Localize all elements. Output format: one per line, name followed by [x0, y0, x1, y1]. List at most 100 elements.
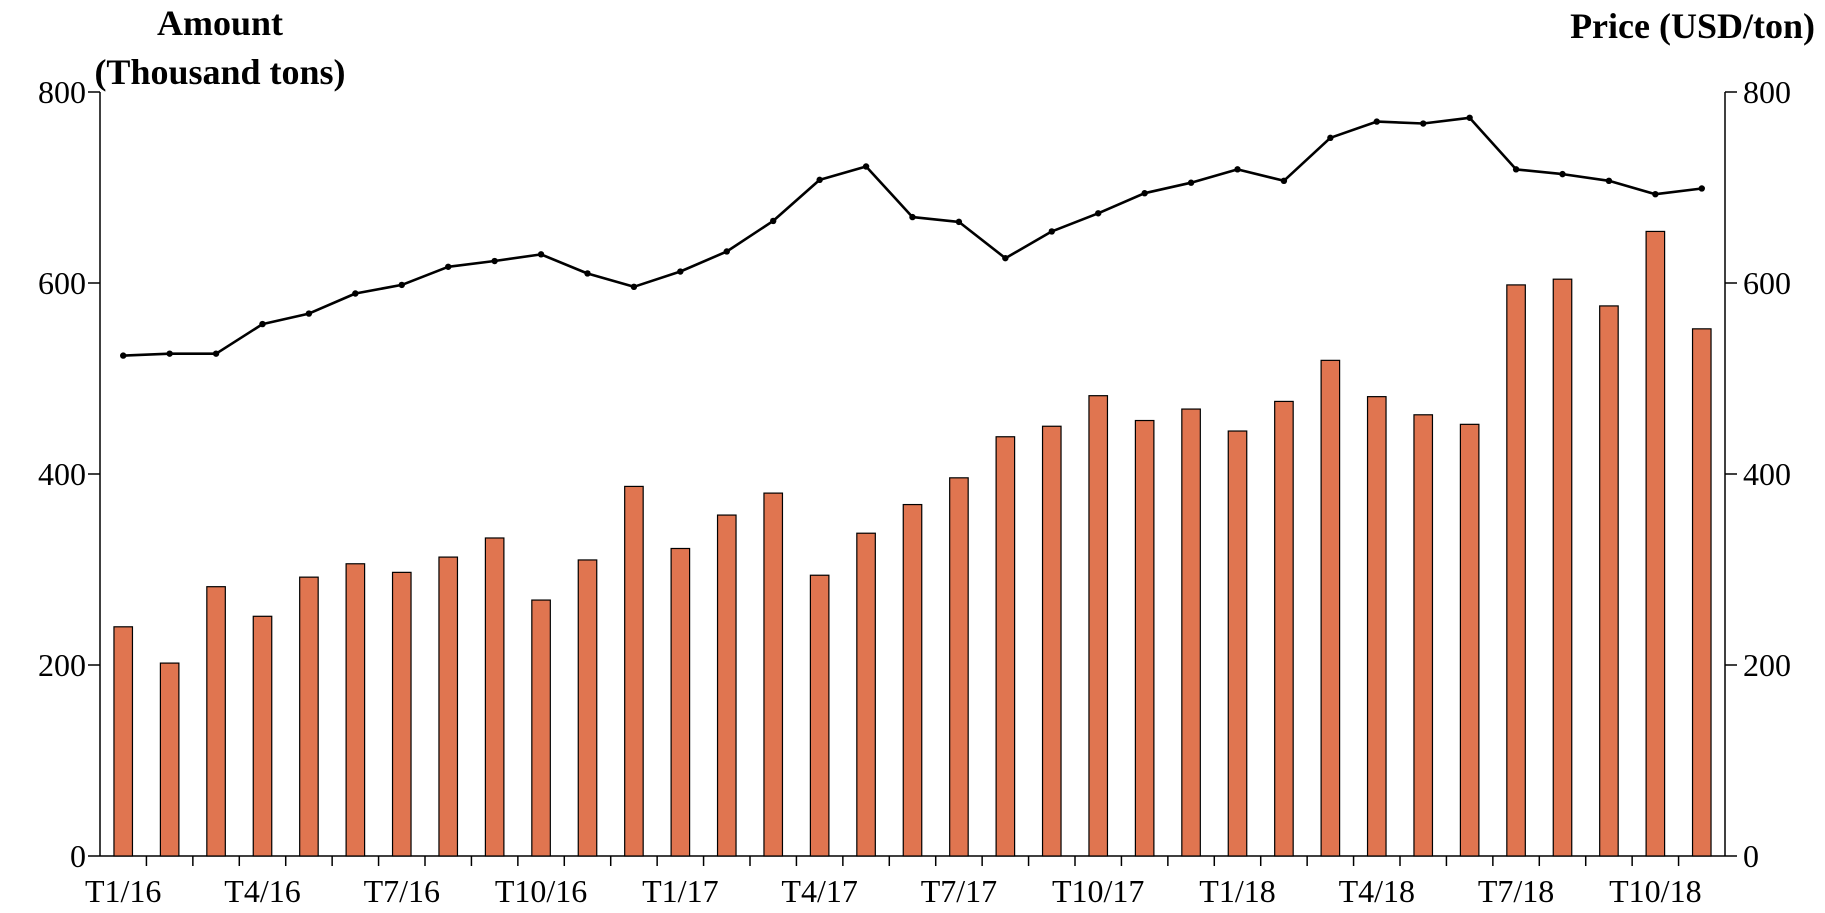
left-tick-label: 600	[38, 265, 86, 301]
price-point	[491, 257, 498, 265]
price-point	[1373, 118, 1380, 125]
right-tick-label: 400	[1743, 456, 1791, 492]
x-axis-ticks: T1/16 T4/16 T7/16 T10/16 T1/17 T4/17 T7/17 T10/…	[85, 856, 1702, 909]
price-point	[1420, 120, 1427, 127]
price-point	[770, 217, 777, 225]
amount-bar	[438, 556, 459, 857]
x-tick-label: T1/17	[642, 873, 718, 909]
amount-bar	[1645, 230, 1666, 857]
amount-bar	[206, 586, 226, 857]
amount-bar	[670, 547, 691, 857]
amount-bar	[1366, 396, 1387, 857]
left-tick-label: 400	[38, 456, 86, 492]
price-point	[1141, 190, 1148, 197]
amount-bar	[1274, 400, 1294, 857]
price-point	[305, 310, 313, 317]
amount-bar	[1320, 359, 1341, 857]
price-point	[723, 248, 730, 255]
amount-bar	[763, 492, 784, 857]
price-line-series	[120, 114, 1705, 359]
amount-bar	[856, 532, 876, 857]
price-point	[1605, 177, 1613, 185]
x-tick-label: T4/17	[781, 873, 857, 909]
price-point	[1234, 166, 1241, 173]
price-point	[1048, 228, 1055, 235]
price-line	[123, 116, 1702, 357]
price-point	[1280, 177, 1288, 185]
price-point	[909, 213, 916, 221]
x-tick-label: T7/18	[1478, 873, 1554, 909]
price-point	[862, 163, 870, 170]
amount-bar	[252, 615, 273, 857]
price-point	[120, 352, 127, 359]
price-point	[1187, 179, 1195, 186]
amount-bar	[484, 537, 505, 857]
price-point	[1512, 166, 1520, 173]
amount-bar	[716, 514, 737, 857]
right-tick-label: 600	[1743, 265, 1791, 301]
x-tick-label: T7/17	[921, 873, 997, 909]
amount-bar	[1227, 430, 1248, 857]
price-point	[537, 251, 545, 258]
right-tick-label: 200	[1743, 647, 1791, 683]
amount-bar	[113, 626, 134, 857]
amount-bar	[949, 477, 969, 857]
amount-bar	[577, 559, 598, 857]
price-point	[677, 268, 684, 275]
amount-bar	[531, 599, 551, 857]
amount-bar	[299, 576, 319, 857]
x-tick-label: T1/16	[85, 873, 161, 909]
amount-bar	[1041, 425, 1062, 857]
right-axis-ticks: 0 200 400 600 800	[1725, 74, 1791, 874]
left-axis-title-line1: Amount	[157, 3, 283, 43]
amount-bar	[902, 503, 923, 857]
x-tick-label: T10/17	[1052, 873, 1144, 909]
amount-bar	[1088, 395, 1109, 857]
price-point	[259, 320, 266, 328]
amount-bar	[1134, 419, 1155, 857]
price-point	[816, 176, 823, 184]
amount-bar	[345, 563, 366, 857]
price-point	[398, 281, 405, 289]
amount-bar	[1552, 278, 1573, 857]
price-point	[955, 218, 963, 226]
amount-bar	[1181, 408, 1201, 857]
amount-bar	[1599, 305, 1619, 857]
price-point	[1652, 190, 1659, 198]
right-tick-label: 0	[1743, 838, 1759, 874]
left-axis-ticks: 0 200 400 600 800	[38, 74, 100, 874]
amount-bar	[1413, 414, 1434, 857]
price-point	[212, 350, 220, 357]
price-point	[166, 350, 173, 357]
x-tick-label: T10/18	[1609, 873, 1701, 909]
price-point	[584, 270, 591, 277]
amount-bar	[624, 485, 644, 857]
amount-bar	[1691, 328, 1712, 857]
amount-bar	[995, 436, 1016, 857]
price-point	[1002, 254, 1009, 262]
right-tick-label: 800	[1743, 74, 1791, 110]
amount-bar	[1459, 423, 1480, 857]
amount-bar-series	[113, 230, 1712, 857]
left-tick-label: 0	[70, 838, 86, 874]
x-tick-label: T10/16	[495, 873, 587, 909]
x-tick-label: T7/16	[364, 873, 440, 909]
x-tick-label: T1/18	[1199, 873, 1275, 909]
price-point	[352, 290, 359, 297]
left-axis-title-line2: (Thousand tons)	[94, 52, 345, 92]
price-point	[1698, 185, 1705, 192]
price-point	[1327, 134, 1334, 142]
price-point	[445, 263, 452, 270]
left-tick-label: 200	[38, 647, 86, 683]
price-point	[1466, 114, 1473, 121]
amount-bar	[1506, 284, 1526, 857]
price-point	[1095, 210, 1102, 217]
amount-bar	[159, 662, 180, 857]
x-tick-label: T4/18	[1339, 873, 1415, 909]
x-tick-label: T4/16	[224, 873, 300, 909]
amount-bar	[809, 574, 830, 857]
amount-bar	[391, 571, 412, 857]
left-tick-label: 800	[38, 74, 86, 110]
